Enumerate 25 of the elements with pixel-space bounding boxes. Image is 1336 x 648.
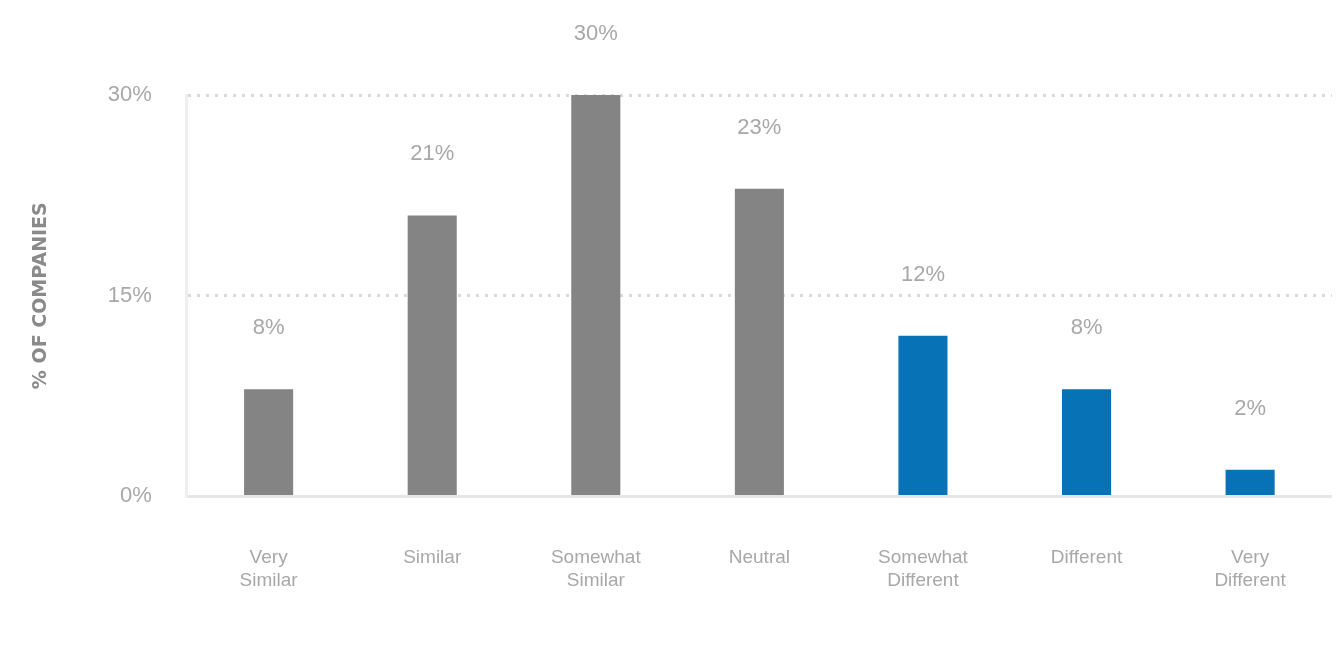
data-label: 8% bbox=[1070, 314, 1103, 340]
x-tick-label: Neutral bbox=[728, 546, 790, 568]
y-tick-label: 15% bbox=[107, 281, 152, 307]
bar bbox=[734, 188, 784, 495]
bar bbox=[407, 215, 457, 495]
x-tick-label: Somewhat Different bbox=[878, 546, 969, 590]
x-tick-label: Different bbox=[1050, 546, 1123, 568]
x-tick-label: Very Similar bbox=[239, 546, 299, 590]
bar bbox=[571, 95, 621, 495]
data-label: 12% bbox=[900, 260, 945, 286]
data-label: 8% bbox=[252, 314, 285, 340]
x-tick-label: Similar bbox=[403, 546, 462, 568]
y-tick-label: 0% bbox=[120, 482, 152, 508]
bar bbox=[244, 389, 294, 495]
x-tick-label: Very Different bbox=[1214, 546, 1287, 590]
data-label: 30% bbox=[573, 20, 618, 46]
bar bbox=[1062, 389, 1112, 495]
data-label: 21% bbox=[410, 140, 455, 166]
y-axis-title: % OF COMPANIES bbox=[28, 202, 51, 390]
y-tick-label: 30% bbox=[107, 81, 152, 107]
bar bbox=[1225, 469, 1275, 495]
x-tick-label: Somewhat Similar bbox=[550, 546, 642, 590]
data-label: 23% bbox=[737, 113, 782, 139]
data-label: 2% bbox=[1234, 394, 1267, 420]
bar bbox=[898, 335, 948, 495]
